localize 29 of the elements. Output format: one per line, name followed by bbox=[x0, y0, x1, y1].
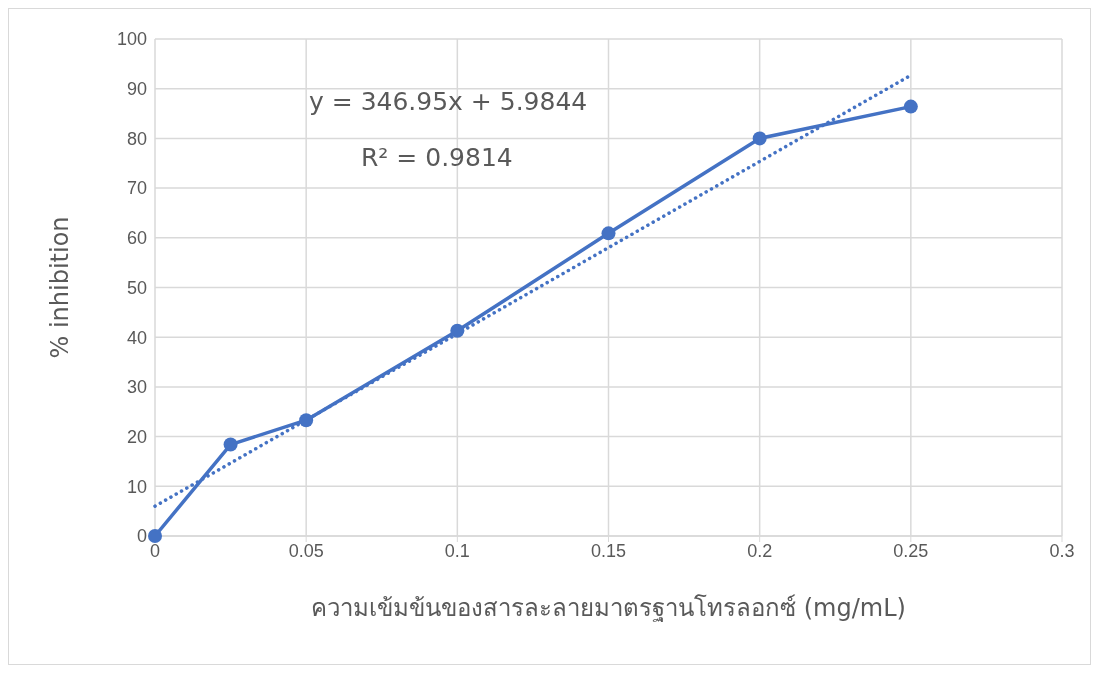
point bbox=[148, 529, 162, 543]
x-axis-title: ความเข้มข้นของสารละลายมาตรฐานโทรลอกซ์ (mg/mL) bbox=[311, 594, 906, 622]
x-tick-label: 0.25 bbox=[893, 540, 929, 561]
point bbox=[223, 437, 238, 452]
y-tick-label: 40 bbox=[126, 327, 147, 348]
y-tick-label: 60 bbox=[126, 228, 147, 249]
x-tick-label: 0.05 bbox=[288, 540, 324, 561]
x-tick-label: 0.3 bbox=[1049, 540, 1075, 561]
y-axis-title: % inhibition bbox=[45, 216, 74, 359]
x-tick-label: 0.15 bbox=[590, 540, 627, 561]
x-tick-label: 0 bbox=[149, 540, 161, 561]
y-tick-label: 30 bbox=[126, 377, 147, 398]
point bbox=[450, 323, 465, 338]
x-tick-label: 0.1 bbox=[444, 540, 470, 561]
y-tick-label: 10 bbox=[126, 476, 147, 497]
point bbox=[903, 99, 918, 114]
point bbox=[752, 131, 767, 146]
y-tick-label: 0 bbox=[136, 526, 147, 547]
point bbox=[299, 413, 314, 428]
annotation: R² = 0.9814 bbox=[361, 143, 513, 172]
point bbox=[601, 226, 616, 241]
y-tick-label: 80 bbox=[126, 128, 147, 149]
y-tick-label: 50 bbox=[126, 277, 147, 298]
y-tick-label: 90 bbox=[126, 79, 147, 100]
y-tick-label: 20 bbox=[126, 426, 147, 447]
y-tick-label: 100 bbox=[116, 29, 147, 50]
x-tick-label: 0.2 bbox=[747, 540, 773, 561]
y-tick-label: 70 bbox=[126, 178, 147, 199]
annotation: y = 346.95x + 5.9844 bbox=[309, 87, 588, 116]
